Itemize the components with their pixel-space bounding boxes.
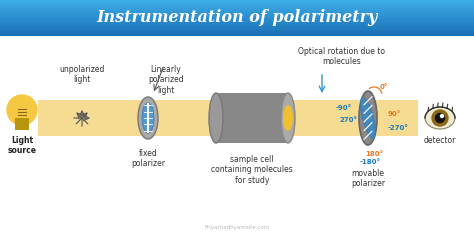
Bar [0,25,474,26]
Bar [0,2,474,4]
Bar [0,0,474,1]
Bar [216,93,288,143]
Text: -270°: -270° [388,125,409,131]
Text: Light
source: Light source [8,136,36,155]
Text: 0°: 0° [380,84,388,90]
Bar [216,105,288,131]
Bar [0,24,474,25]
Ellipse shape [138,97,158,139]
Text: fixed
polarizer: fixed polarizer [131,149,165,169]
Text: 270°: 270° [340,117,358,123]
Bar [0,14,474,16]
Text: movable
polarizer: movable polarizer [351,169,385,188]
Bar [0,20,474,22]
Circle shape [432,110,448,126]
Bar [0,1,474,2]
Ellipse shape [425,107,455,129]
Bar [0,34,474,35]
Bar [0,11,474,12]
Bar [0,13,474,14]
Text: -180°: -180° [359,159,381,165]
Text: Optical rotation due to
molecules: Optical rotation due to molecules [299,46,385,66]
Bar [0,6,474,7]
Circle shape [436,114,445,122]
Bar [0,30,474,31]
Bar [0,32,474,34]
Text: 180°: 180° [365,151,383,157]
Bar [0,23,474,24]
Bar [0,26,474,28]
Ellipse shape [142,103,154,133]
Text: detector: detector [424,136,456,145]
Circle shape [440,114,444,118]
Text: Instrumentation of polarimetry: Instrumentation of polarimetry [96,9,378,26]
Bar [38,100,418,136]
Bar [15,118,29,130]
Ellipse shape [359,91,377,145]
Ellipse shape [281,93,295,143]
Text: unpolarized
light: unpolarized light [59,65,105,84]
Bar [0,31,474,32]
Bar [0,4,474,5]
Bar [0,10,474,11]
Ellipse shape [360,98,375,138]
Bar [0,18,474,19]
Bar [0,35,474,36]
Circle shape [7,95,37,125]
Bar [0,29,474,30]
Text: -90°: -90° [336,105,352,111]
Ellipse shape [209,93,223,143]
Bar [0,16,474,17]
Bar [0,22,474,23]
Bar [0,28,474,29]
Text: 90°: 90° [388,111,401,117]
Bar [0,19,474,20]
Text: Linearly
polarized
light: Linearly polarized light [148,65,184,95]
Ellipse shape [283,105,293,131]
Bar [0,12,474,13]
Text: sample cell
containing molecules
for study: sample cell containing molecules for stu… [211,155,293,185]
Text: Priyamadhyamsite.com: Priyamadhyamsite.com [204,225,270,230]
Bar [0,8,474,10]
Bar [0,17,474,18]
Bar [0,7,474,8]
Bar [0,5,474,6]
